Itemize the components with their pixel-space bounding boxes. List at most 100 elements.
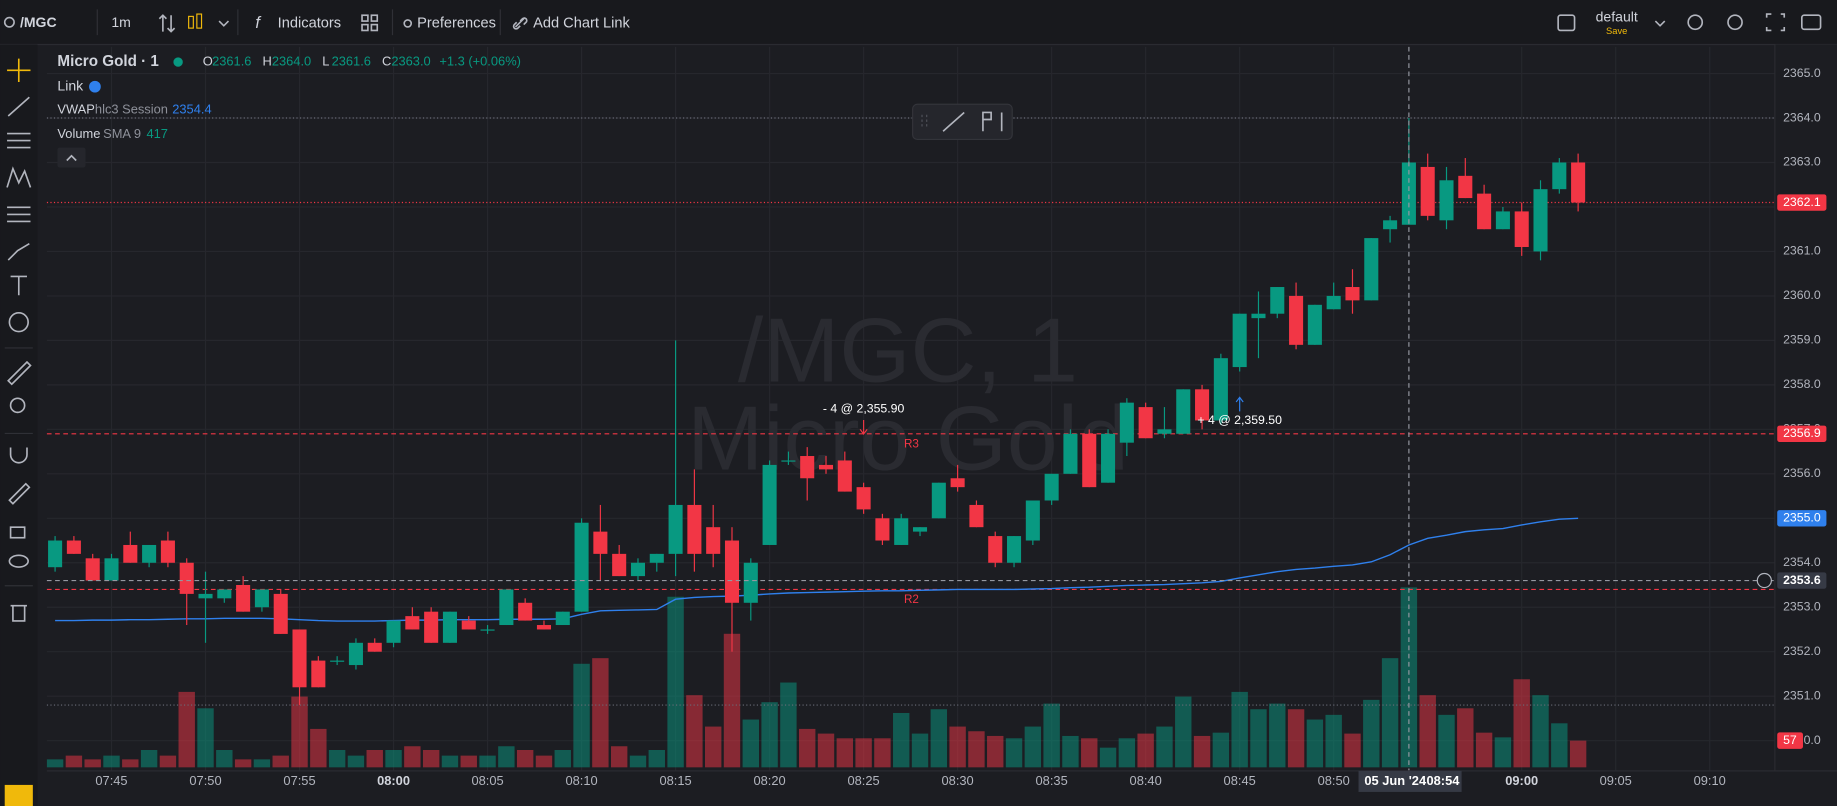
candle-body	[461, 620, 476, 630]
volume-bar	[1175, 696, 1192, 768]
dropdown-icon[interactable]	[218, 20, 230, 27]
volume-bar	[686, 695, 703, 768]
text-tool[interactable]	[10, 275, 27, 296]
magnet-tool[interactable]	[9, 447, 28, 464]
delete-tool[interactable]	[10, 604, 27, 622]
visibility-tool[interactable]	[8, 554, 29, 568]
volume-bar	[516, 750, 534, 768]
collapse-button[interactable]	[57, 147, 86, 168]
flag-tool[interactable]	[982, 111, 1003, 132]
vwap-line	[55, 517, 1579, 622]
ohlc-key: L	[322, 53, 329, 68]
projection-tool[interactable]	[7, 206, 31, 223]
candle-body	[1289, 295, 1304, 345]
x-tick-label: 08:30	[942, 773, 974, 788]
settings-icon[interactable]	[1727, 14, 1743, 31]
pattern-tool[interactable]	[6, 166, 32, 188]
candle-body	[1514, 211, 1529, 247]
y-tick-label: 2360.0	[1783, 288, 1821, 302]
order-label: - 4 @ 2,355.90	[823, 402, 905, 416]
indicators-button[interactable]: Indicators	[278, 15, 341, 31]
candle-body	[1176, 389, 1191, 434]
candle-body	[48, 540, 63, 568]
volume-bar	[1118, 738, 1136, 768]
crosshair-time: 08:54	[1426, 773, 1460, 788]
ohlc-key: C	[382, 53, 391, 68]
dropdown-icon[interactable]	[1654, 20, 1666, 27]
select-box[interactable]	[1557, 14, 1576, 32]
layout-icon[interactable]	[361, 14, 369, 22]
brush-tool[interactable]	[7, 242, 30, 261]
lock-tool[interactable]	[9, 526, 26, 539]
candle-body	[217, 589, 232, 599]
crosshair-tool[interactable]	[7, 58, 31, 83]
y-tick-label: 2359.0	[1783, 333, 1821, 347]
price-tag	[1777, 425, 1827, 442]
price-tag-label: 2356.9	[1783, 426, 1821, 440]
link-icon[interactable]	[512, 16, 528, 30]
line-tool[interactable]	[942, 111, 965, 132]
volume-bar	[911, 733, 929, 768]
volume-bar	[949, 726, 966, 768]
search-icon[interactable]	[3, 16, 15, 28]
volume-bar	[366, 750, 383, 768]
lock-draw-tool[interactable]	[8, 482, 31, 505]
volume-bar	[629, 755, 647, 768]
level-name: R2	[904, 593, 919, 606]
trend-line-tool[interactable]	[7, 96, 30, 117]
vwap-params: hlc3 Session	[95, 102, 168, 117]
volume-bar	[498, 746, 515, 768]
layout-name[interactable]: default	[1596, 8, 1638, 24]
volume-bar	[159, 755, 177, 768]
candle-body	[405, 616, 420, 630]
alert-icon[interactable]	[1687, 14, 1704, 31]
x-tick-label: 08:40	[1130, 773, 1162, 788]
legend-ohlc: O 2361.6 H 2364.0 L 2361.6 C 2363.0 +1.3 (+0.06%…	[203, 53, 521, 68]
x-tick-label: 08:15	[659, 773, 691, 788]
volume-bar	[704, 726, 722, 768]
vwap-value: 2354.4	[172, 102, 211, 117]
crosshair-time-tag	[1358, 770, 1462, 792]
candle-body	[743, 562, 758, 603]
volume-bar	[573, 663, 590, 768]
gear-icon[interactable]	[403, 19, 413, 28]
compare-icon[interactable]	[158, 14, 176, 33]
interval[interactable]: 1m	[111, 14, 131, 30]
volume-bar	[554, 750, 571, 768]
fx-icon[interactable]: f	[255, 14, 261, 32]
candle-body	[348, 642, 363, 666]
collapse-icon	[66, 154, 77, 162]
favorites-button[interactable]	[4, 784, 33, 806]
add-alert-button[interactable]	[1756, 572, 1772, 589]
x-tick-label: 08:25	[847, 773, 879, 788]
y-tick-label: 2364.0	[1783, 110, 1821, 124]
volume-bar	[1551, 723, 1568, 768]
x-tick-label: 09:05	[1600, 773, 1632, 788]
candle-type-icon[interactable]	[188, 15, 194, 29]
candle-body	[367, 642, 382, 652]
symbol[interactable]: /MGC	[20, 14, 57, 30]
drag-handle[interactable]	[921, 114, 928, 129]
add-chart-link-button[interactable]: Add Chart Link	[533, 15, 630, 31]
screenshot-icon[interactable]	[1800, 14, 1822, 31]
volume-bar	[385, 750, 402, 768]
fib-tool[interactable]	[7, 132, 31, 149]
ruler-tool[interactable]	[7, 360, 32, 386]
save-label[interactable]: Save	[1606, 26, 1627, 36]
candle-body	[1458, 175, 1473, 199]
volume-bar	[610, 746, 628, 768]
candle-body	[1307, 304, 1322, 345]
legend-link[interactable]: Link	[57, 77, 84, 93]
volume-bar	[122, 759, 139, 768]
zoom-tool[interactable]	[9, 397, 26, 414]
candle-body	[950, 478, 965, 488]
candle-body	[668, 504, 683, 554]
preferences-button[interactable]: Preferences	[417, 15, 496, 31]
candle-body	[1119, 402, 1134, 443]
watermark: Micro Gold	[687, 387, 1129, 489]
candle-body	[1326, 295, 1341, 310]
fullscreen-icon[interactable]	[1765, 13, 1786, 32]
volume-bar	[855, 738, 872, 768]
emoji-tool[interactable]	[8, 311, 29, 333]
